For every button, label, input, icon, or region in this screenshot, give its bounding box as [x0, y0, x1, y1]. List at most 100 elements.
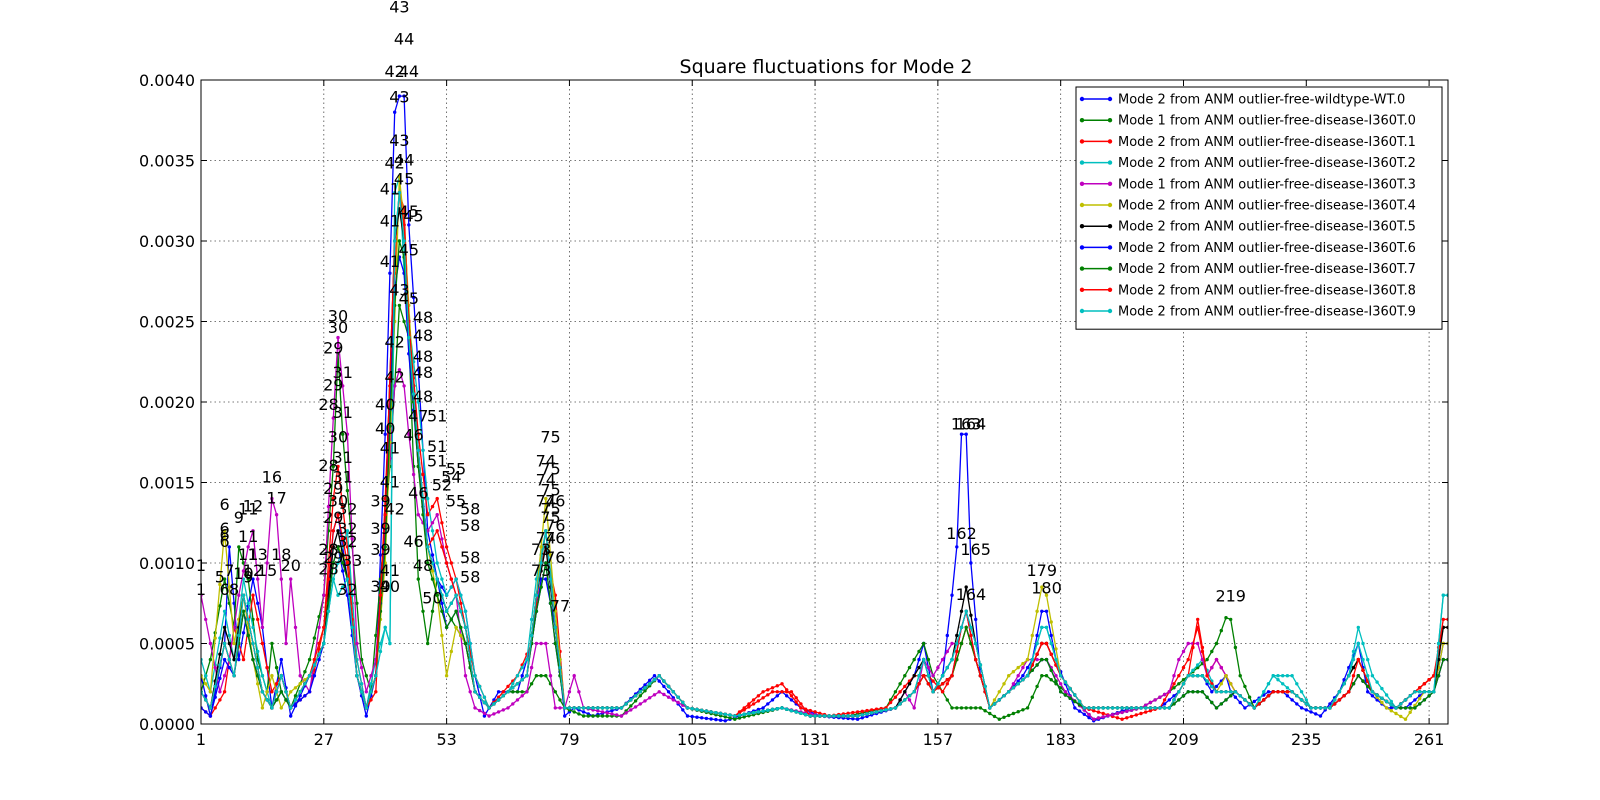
data-point — [1413, 690, 1417, 694]
data-point — [898, 698, 902, 702]
data-point — [1224, 616, 1228, 620]
data-point — [341, 569, 345, 573]
data-point — [851, 717, 855, 721]
data-point — [893, 706, 898, 710]
data-point — [1082, 706, 1087, 710]
data-point — [1332, 698, 1337, 702]
data-point — [388, 376, 392, 380]
data-point — [1035, 633, 1039, 638]
residue-annotation: 74 — [536, 471, 556, 490]
data-point — [1035, 684, 1039, 689]
data-point — [676, 695, 680, 699]
data-point — [430, 521, 435, 525]
data-point — [1040, 674, 1044, 678]
data-point — [563, 706, 567, 710]
data-point — [662, 692, 666, 697]
data-point — [1144, 710, 1148, 714]
data-point — [742, 708, 746, 712]
data-point — [633, 705, 638, 709]
data-point — [737, 716, 742, 720]
data-point — [1059, 682, 1063, 686]
data-point — [955, 545, 959, 549]
legend-label: Mode 1 from ANM outlier-free-disease-I36… — [1118, 177, 1416, 192]
data-point — [974, 706, 978, 710]
data-point — [1191, 690, 1195, 694]
residue-annotation: 74 — [536, 492, 556, 511]
data-point — [369, 682, 373, 686]
data-point — [1054, 657, 1058, 662]
data-point — [733, 714, 737, 718]
data-point — [369, 698, 373, 702]
data-point — [440, 585, 444, 589]
data-point — [440, 609, 444, 613]
residue-annotation: 180 — [1031, 579, 1062, 598]
data-point — [525, 690, 529, 694]
data-point — [742, 712, 746, 716]
residue-annotation: 1 — [196, 556, 206, 575]
data-point — [1134, 713, 1139, 717]
data-point — [520, 674, 524, 678]
residue-annotation: 11 — [238, 500, 258, 519]
data-point — [1295, 702, 1299, 706]
data-point — [478, 695, 482, 699]
data-point — [520, 690, 524, 694]
data-point — [374, 674, 378, 678]
data-point — [520, 694, 524, 698]
data-point — [251, 641, 255, 646]
annotations: 4343444244434344424541454541454143454848… — [196, 0, 1246, 615]
data-point — [473, 690, 477, 694]
data-point — [695, 707, 699, 712]
data-point — [1021, 665, 1025, 670]
data-point — [922, 641, 926, 646]
data-point — [685, 706, 690, 710]
data-point — [704, 716, 709, 721]
data-point — [648, 678, 652, 682]
residue-annotation: 58 — [460, 516, 480, 535]
series-10 — [201, 191, 1448, 718]
data-point — [1205, 695, 1209, 699]
residue-annotation: 31 — [333, 403, 353, 422]
data-point — [581, 706, 586, 710]
data-point — [222, 577, 227, 581]
data-point — [440, 577, 444, 581]
residue-annotation: 41 — [380, 472, 400, 491]
data-point — [222, 641, 227, 646]
data-point — [317, 625, 321, 630]
data-point — [903, 690, 907, 694]
data-point — [577, 706, 581, 710]
data-point — [1351, 674, 1356, 678]
data-point — [1035, 609, 1039, 613]
data-point — [341, 432, 345, 436]
data-point — [1384, 699, 1389, 704]
data-point — [893, 695, 898, 699]
data-point — [1290, 698, 1294, 702]
data-point — [756, 699, 761, 703]
data-point — [322, 625, 326, 630]
data-point — [511, 702, 515, 706]
data-point — [766, 702, 770, 706]
data-point — [369, 674, 373, 678]
data-point — [1040, 641, 1044, 646]
data-point — [907, 698, 912, 702]
data-point — [1158, 706, 1162, 710]
data-point — [1125, 706, 1129, 710]
data-point — [322, 641, 326, 646]
data-point — [855, 710, 860, 714]
data-point — [1262, 698, 1266, 702]
data-point — [1054, 674, 1058, 678]
data-point — [974, 657, 978, 662]
data-point — [341, 553, 345, 557]
data-point — [378, 593, 383, 597]
data-point — [728, 716, 732, 720]
data-point — [293, 625, 298, 630]
data-point — [204, 710, 208, 714]
data-point — [1049, 652, 1053, 656]
data-point — [440, 545, 444, 549]
data-point — [256, 649, 260, 654]
y-tick-label: 0.0035 — [139, 152, 195, 171]
data-point — [279, 690, 283, 694]
data-point — [1380, 700, 1384, 705]
data-point — [331, 561, 335, 565]
data-point — [515, 674, 520, 678]
data-point — [307, 690, 312, 694]
